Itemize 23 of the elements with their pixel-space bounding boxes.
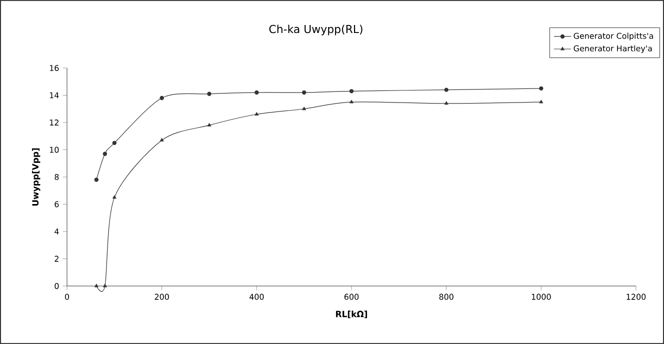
point — [207, 123, 212, 126]
point — [539, 86, 544, 91]
point — [444, 88, 448, 92]
point — [160, 138, 164, 142]
point — [160, 96, 164, 100]
point — [94, 178, 99, 182]
point — [112, 140, 117, 146]
chart-title: Ch-ka Uwypp(RL) — [269, 24, 362, 36]
y-axis-title: Uwypp[Vpp] — [32, 148, 40, 206]
point — [254, 112, 259, 116]
point — [102, 152, 108, 156]
point — [94, 284, 98, 288]
point — [350, 100, 354, 104]
x-axis-title: RL[kΩ] — [336, 310, 368, 318]
point — [302, 90, 306, 95]
point — [207, 92, 212, 96]
point — [444, 101, 448, 105]
point — [112, 195, 116, 199]
point — [302, 106, 306, 110]
point — [349, 89, 354, 94]
point — [103, 284, 107, 288]
point — [539, 100, 544, 104]
point — [254, 90, 259, 95]
